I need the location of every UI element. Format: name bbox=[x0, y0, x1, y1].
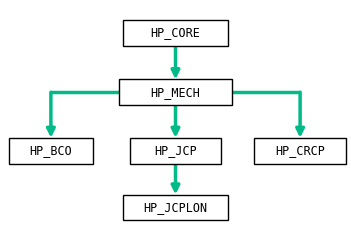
Bar bbox=[130, 138, 221, 164]
Bar bbox=[123, 20, 228, 45]
Text: HP_CRCP: HP_CRCP bbox=[275, 144, 325, 157]
Text: HP_JCPLON: HP_JCPLON bbox=[144, 201, 207, 214]
Text: HP_JCP: HP_JCP bbox=[154, 144, 197, 157]
Bar bbox=[123, 194, 228, 220]
Bar bbox=[119, 79, 232, 105]
Bar bbox=[254, 138, 346, 164]
Text: HP_CORE: HP_CORE bbox=[151, 26, 200, 39]
Bar bbox=[9, 138, 93, 164]
Text: HP_MECH: HP_MECH bbox=[151, 86, 200, 99]
Text: HP_BCO: HP_BCO bbox=[29, 144, 72, 157]
